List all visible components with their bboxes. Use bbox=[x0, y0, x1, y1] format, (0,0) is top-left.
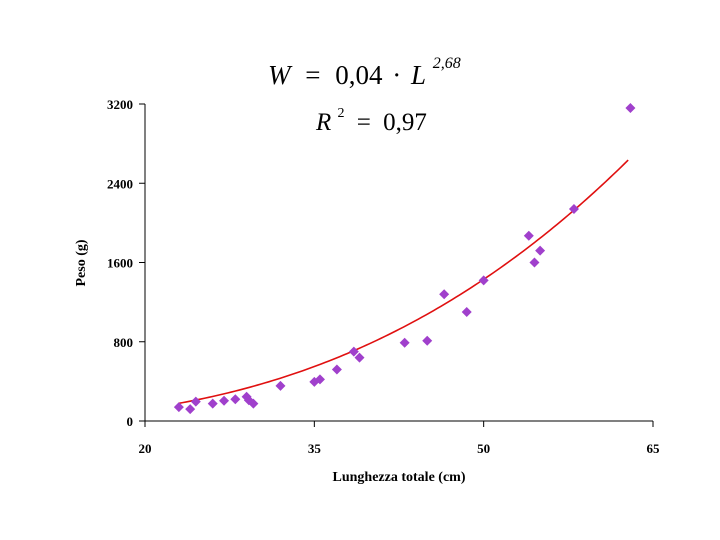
data-point bbox=[230, 394, 241, 405]
x-tick-label: 35 bbox=[308, 441, 322, 456]
r-squared-label: R bbox=[315, 109, 331, 136]
y-tick-label: 2400 bbox=[107, 176, 133, 191]
equation-lhs: W bbox=[268, 60, 293, 90]
data-point bbox=[354, 352, 365, 363]
data-point bbox=[219, 395, 230, 406]
data-marks bbox=[173, 102, 636, 415]
equation-dot: · bbox=[392, 60, 401, 90]
x-axis-title: Lunghezza totale (cm) bbox=[333, 470, 466, 485]
data-point bbox=[523, 230, 534, 241]
data-point bbox=[190, 396, 201, 407]
data-point bbox=[422, 335, 433, 346]
r-squared: R 2 = 0,97 bbox=[315, 96, 427, 136]
data-point bbox=[478, 275, 489, 286]
data-point bbox=[173, 402, 184, 413]
y-tick-label: 1600 bbox=[107, 256, 133, 271]
x-tick-label: 20 bbox=[139, 441, 152, 456]
data-point bbox=[568, 204, 579, 215]
data-point bbox=[625, 102, 636, 113]
data-point bbox=[207, 398, 218, 409]
data-point bbox=[348, 346, 359, 357]
equation-equals: = bbox=[305, 60, 320, 90]
equation-variable: L bbox=[410, 60, 426, 90]
x-tick-label: 50 bbox=[477, 441, 490, 456]
r-squared-equals: = bbox=[357, 109, 371, 136]
y-axis-title: Peso (g) bbox=[74, 239, 89, 286]
equation: W = 0,04 · L 2,68 bbox=[268, 55, 461, 90]
data-point bbox=[314, 374, 325, 385]
y-tick-label: 800 bbox=[114, 335, 134, 350]
r-squared-value: 0,97 bbox=[383, 109, 427, 136]
data-point bbox=[399, 337, 410, 348]
equation-exponent: 2,68 bbox=[433, 55, 461, 72]
data-point bbox=[185, 404, 196, 415]
data-point bbox=[535, 245, 546, 256]
x-tick-label: 65 bbox=[647, 441, 661, 456]
data-point bbox=[248, 398, 259, 409]
data-point bbox=[529, 257, 540, 268]
data-point bbox=[461, 307, 472, 318]
data-point bbox=[331, 364, 342, 375]
y-tick-label: 3200 bbox=[107, 97, 133, 112]
data-point bbox=[439, 289, 450, 300]
data-point bbox=[275, 380, 286, 391]
r-squared-power: 2 bbox=[338, 106, 345, 121]
equation-coefficient: 0,04 bbox=[335, 60, 383, 90]
y-tick-label: 0 bbox=[127, 414, 134, 429]
axis-ticks: 0 800 1600 2400 3200 20 35 50 65 bbox=[107, 97, 660, 456]
trend-line bbox=[178, 159, 629, 405]
